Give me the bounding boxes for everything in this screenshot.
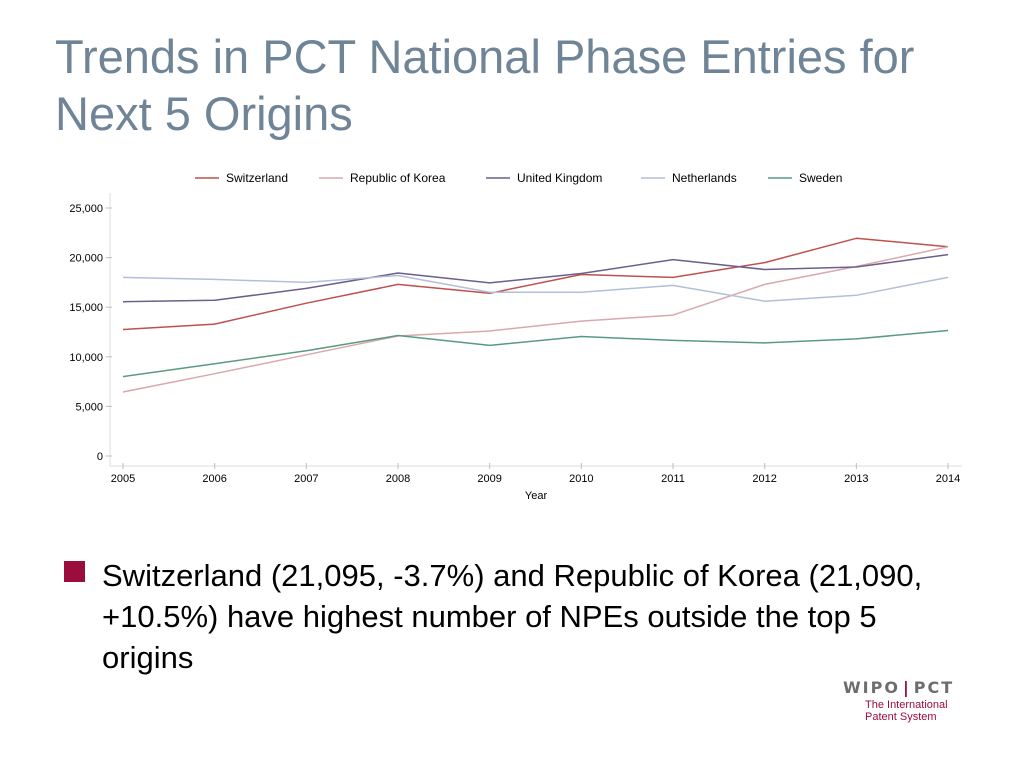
logo-pct: PCT	[913, 678, 955, 697]
logo-tagline-line2: Patent System	[865, 711, 937, 723]
logo-separator: |	[902, 678, 911, 697]
logo-wordmark: WIPO | PCT	[843, 678, 973, 697]
legend-label: Switzerland	[226, 171, 288, 185]
series-line-switzerland	[122, 237, 949, 331]
x-axis-title: Year	[525, 490, 548, 502]
x-tick-label: 2005	[111, 473, 135, 485]
y-tick-label: 5,000	[75, 401, 103, 413]
series-line-republic-of-korea	[122, 246, 949, 393]
x-tick-label: 2014	[936, 473, 960, 485]
x-tick-label: 2013	[844, 473, 868, 485]
y-tick-label: 20,000	[69, 253, 103, 265]
slide-title: Trends in PCT National Phase Entries for…	[55, 30, 915, 140]
series-line-sweden	[122, 329, 949, 378]
series-line-united-kingdom	[122, 253, 949, 303]
x-tick-label: 2008	[386, 473, 410, 485]
legend-label: Republic of Korea	[350, 171, 446, 185]
wipo-pct-logo: WIPO | PCT The International Patent System	[843, 678, 973, 723]
line-chart: 0 5,000 10,000 15,000 20,000 25,000 2005 2006 20…	[69, 171, 962, 502]
bullet-point: Switzerland (21,095, -3.7%) and Republic…	[64, 555, 964, 678]
legend-label: Sweden	[799, 171, 842, 185]
legend-label: Netherlands	[672, 171, 737, 185]
x-tick-label: 2007	[294, 473, 318, 485]
y-tick-label: 15,000	[69, 302, 103, 314]
logo-tagline: The International Patent System	[865, 699, 973, 723]
logo-wipo: WIPO	[843, 678, 900, 697]
x-tick-label: 2011	[661, 473, 685, 485]
bullet-square-icon	[64, 561, 85, 582]
logo-tagline-line1: The International	[865, 699, 948, 711]
series-line-netherlands	[122, 274, 949, 302]
x-tick-label: 2009	[477, 473, 501, 485]
x-tick-label: 2012	[752, 473, 776, 485]
x-tick-label: 2006	[202, 473, 226, 485]
y-tick-label: 25,000	[69, 203, 103, 215]
legend-label: United Kingdom	[517, 171, 602, 185]
y-tick-label: 0	[97, 451, 103, 463]
y-tick-label: 10,000	[69, 352, 103, 364]
bullet-text: Switzerland (21,095, -3.7%) and Republic…	[102, 558, 923, 675]
x-tick-label: 2010	[569, 473, 593, 485]
